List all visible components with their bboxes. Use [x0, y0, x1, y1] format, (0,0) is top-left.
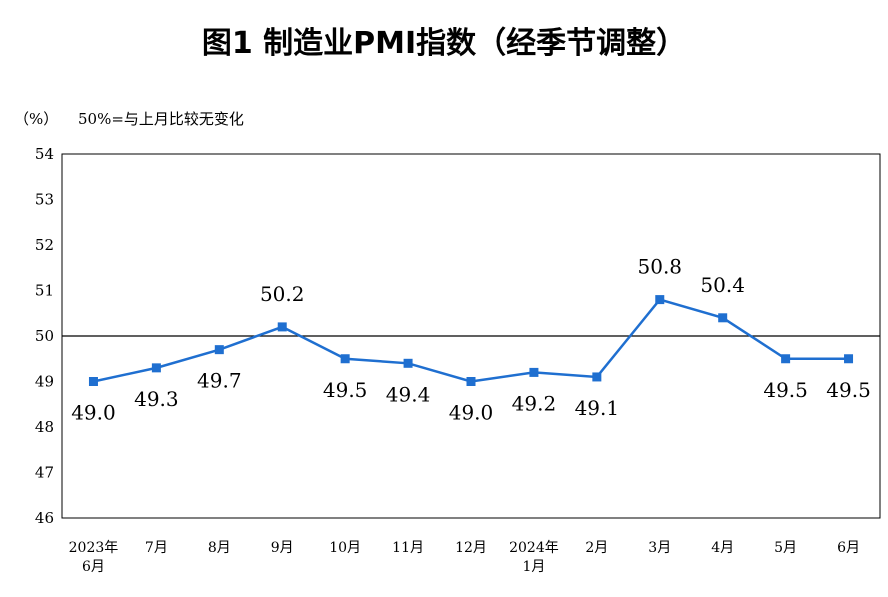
x-tick-label: 12月 [455, 540, 487, 556]
data-point [655, 295, 665, 305]
reference-note: 50%=与上月比较无变化 [78, 110, 244, 128]
data-point [718, 313, 728, 323]
y-tick-label: 47 [35, 464, 54, 482]
data-label: 49.0 [71, 401, 116, 425]
data-label: 49.0 [449, 401, 494, 425]
data-label: 49.3 [134, 387, 179, 411]
y-axis-unit: （%） [14, 110, 59, 128]
y-tick-label: 54 [35, 145, 54, 163]
x-tick-label: 8月 [208, 540, 231, 556]
data-label: 50.8 [638, 255, 683, 279]
data-label: 49.7 [197, 369, 242, 393]
x-tick-label: 7月 [145, 540, 168, 556]
x-tick-label: 2024年 [509, 540, 559, 556]
data-point [277, 322, 287, 332]
x-tick-label: 6月 [82, 559, 105, 575]
data-label: 49.5 [826, 378, 871, 402]
data-label: 49.5 [323, 378, 368, 402]
x-tick-label: 3月 [648, 540, 671, 556]
x-tick-label: 2023年 [69, 540, 119, 556]
x-tick-label: 11月 [392, 540, 424, 556]
y-tick-label: 51 [35, 282, 54, 300]
y-tick-label: 48 [35, 418, 54, 436]
data-label: 49.5 [763, 378, 808, 402]
y-tick-label: 52 [35, 236, 54, 254]
x-tick-label: 4月 [711, 540, 734, 556]
data-point [88, 377, 98, 386]
x-tick-label: 2月 [585, 540, 608, 556]
data-point [529, 367, 539, 377]
data-point [466, 377, 476, 386]
y-tick-label: 46 [35, 509, 54, 527]
data-point [214, 345, 224, 355]
y-tick-label: 53 [35, 191, 54, 209]
data-point [403, 358, 413, 368]
data-label: 50.2 [260, 282, 305, 306]
data-point [340, 354, 350, 364]
y-tick-label: 49 [35, 373, 54, 391]
x-tick-label: 1月 [522, 559, 545, 575]
x-tick-label: 5月 [774, 540, 797, 556]
y-tick-label: 50 [35, 327, 54, 345]
x-tick-label: 6月 [837, 540, 860, 556]
data-point [151, 363, 161, 373]
chart-title: 图1 制造业PMI指数（经季节调整） [201, 26, 687, 61]
data-label: 49.4 [386, 382, 431, 406]
x-tick-label: 10月 [329, 540, 361, 556]
data-label: 50.4 [700, 273, 745, 297]
data-point [844, 354, 854, 364]
x-tick-label: 9月 [271, 540, 294, 556]
data-label: 49.1 [575, 396, 620, 420]
data-point [781, 354, 791, 364]
data-point [592, 372, 602, 382]
data-label: 49.2 [512, 391, 557, 415]
